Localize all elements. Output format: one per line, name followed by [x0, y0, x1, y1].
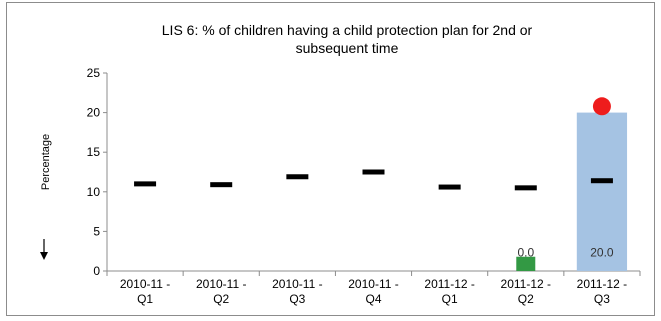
x-tick-label-line: 2011-12 -	[577, 277, 627, 291]
circle-marker	[592, 97, 611, 116]
x-tick-label-line: Q2	[518, 292, 534, 306]
x-tick-label-line: Q3	[289, 292, 305, 306]
dash-marker	[438, 184, 461, 190]
y-tick-label: 10	[87, 185, 101, 199]
x-tick-label-line: 2010-11 -	[196, 277, 246, 291]
y-tick-label: 0	[93, 264, 100, 278]
x-tick-label: 2010-11 -Q3	[272, 277, 322, 306]
y-tick-label: 5	[93, 224, 100, 238]
x-tick-label-line: 2010-11 -	[348, 277, 398, 291]
dash-marker	[134, 181, 157, 187]
zero-bar-marker	[516, 256, 536, 271]
bar-data-label: 0.0	[517, 246, 534, 260]
x-tick-label-line: Q1	[442, 292, 458, 306]
bar-data-label: 20.0	[590, 246, 614, 260]
y-tick-label: 15	[87, 145, 101, 159]
x-tick-label-line: Q1	[137, 292, 153, 306]
x-tick-label: 2011-12 -Q1	[424, 277, 474, 306]
x-tick-label: 2010-11 -Q2	[196, 277, 246, 306]
y-axis-title: Percentage	[40, 134, 52, 190]
chart-title: LIS 6: % of children having a child prot…	[162, 22, 533, 56]
dash-marker	[590, 178, 613, 184]
x-tick-label: 2010-11 -Q4	[348, 277, 398, 306]
x-tick-label-line: Q2	[213, 292, 229, 306]
chart-svg: LIS 6: % of children having a child prot…	[40, 22, 641, 306]
dash-marker	[210, 182, 233, 188]
x-tick-label-line: 2010-11 -	[120, 277, 170, 291]
x-tick-label: 2011-12 -Q2	[501, 277, 551, 306]
x-tick-label-line: 2010-11 -	[272, 277, 322, 291]
dash-marker	[362, 169, 385, 175]
x-tick-label-line: Q3	[594, 292, 610, 306]
chart-frame: LIS 6: % of children having a child prot…	[6, 2, 655, 316]
y-tick-label: 20	[87, 106, 101, 120]
dash-marker	[514, 185, 537, 191]
x-tick-label: 2010-11 -Q1	[120, 277, 170, 306]
chart-title-line-2: subsequent time	[296, 40, 399, 56]
x-tick-label-line: Q4	[365, 292, 381, 306]
bar	[576, 112, 628, 271]
direction-arrow-head	[40, 252, 48, 260]
x-tick-label: 2011-12 -Q3	[577, 277, 627, 306]
x-tick-label-line: 2011-12 -	[424, 277, 474, 291]
dash-marker	[286, 174, 309, 180]
chart-title-line-1: LIS 6: % of children having a child prot…	[162, 22, 533, 38]
y-tick-label: 25	[87, 66, 101, 80]
x-tick-label-line: 2011-12 -	[501, 277, 551, 291]
